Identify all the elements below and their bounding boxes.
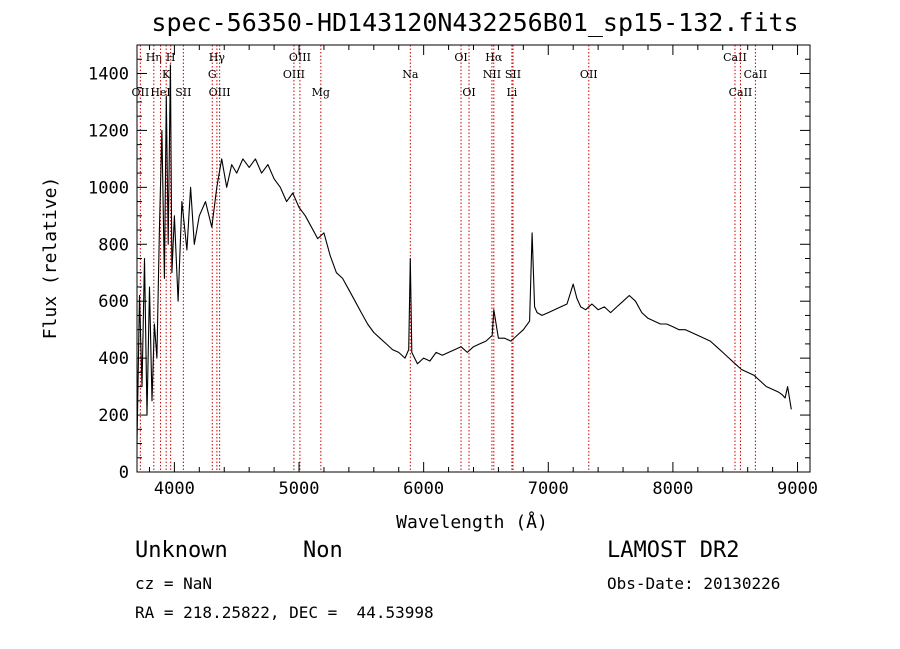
line-markers: OII Hη HeI KH SII G Hγ OIII OIII OIII Mg Na OI OI Hα NI… — [132, 45, 768, 472]
plot-frame — [136, 44, 811, 473]
object-subclass: Non — [303, 538, 343, 563]
y-tick-label-0: 0 — [119, 463, 129, 483]
line-marker-label-20: CaII — [723, 51, 747, 64]
y-axis-label: Flux (relative) — [40, 177, 61, 340]
x-tick-label-6000: 6000 — [403, 479, 444, 499]
x-tick-label-5000: 5000 — [279, 479, 320, 499]
line-marker-label-6: G — [208, 68, 217, 81]
y-tick-label-1200: 1200 — [88, 121, 129, 141]
y-tick-label-1400: 1400 — [88, 64, 129, 84]
line-marker-label-22: CaII — [744, 68, 768, 81]
y-tick-label-1000: 1000 — [88, 178, 129, 198]
line-marker-label-14: OI — [462, 86, 475, 99]
line-marker-label-13: OI — [454, 51, 467, 64]
spectrum-layer — [136, 64, 792, 444]
line-marker-label-8: OIII — [209, 86, 231, 99]
y-tick-label-600: 600 — [98, 292, 129, 312]
x-axis: 4000 5000 6000 7000 8000 9000 — [148, 45, 818, 499]
line-marker-label-16: NII — [483, 68, 501, 81]
survey-name: LAMOST DR2 — [607, 538, 740, 563]
line-marker-label-12: Na — [402, 68, 419, 81]
spectrum-line — [136, 64, 792, 444]
line-marker-label-1: Hη — [146, 51, 162, 64]
line-marker-label-5: SII — [175, 86, 191, 99]
x-axis-label: Wavelength (Å) — [396, 511, 548, 533]
line-marker-label-0: OII — [132, 86, 150, 99]
x-tick-label-9000: 9000 — [777, 479, 818, 499]
line-marker-label-15: Hα — [485, 51, 503, 64]
y-tick-label-200: 200 — [98, 406, 129, 426]
redshift-cz: cz = NaN — [135, 574, 213, 593]
y-tick-label-400: 400 — [98, 349, 129, 369]
y-axis: 0 200 400 600 800 1000 1200 1400 — [88, 44, 810, 483]
spectrum-plot: OII Hη HeI KH SII G Hγ OIII OIII OIII Mg Na OI OI Hα NI… — [40, 44, 818, 533]
line-marker-label-2: HeI — [150, 86, 170, 99]
x-tick-label-4000: 4000 — [154, 479, 195, 499]
line-marker-label-11: Mg — [312, 86, 330, 99]
line-marker-label-17: SII — [505, 68, 521, 81]
line-marker-label-18: Li — [506, 86, 517, 99]
y-tick-label-800: 800 — [98, 235, 129, 255]
obs-date: Obs-Date: 20130226 — [607, 574, 781, 593]
object-class: Unknown — [135, 538, 228, 563]
line-marker-label-19: OII — [580, 68, 598, 81]
line-marker-label-4: H — [166, 51, 176, 64]
x-tick-label-7000: 7000 — [528, 479, 569, 499]
line-marker-label-21: CaII — [729, 86, 753, 99]
ra-dec: RA = 218.25822, DEC = 44.53998 — [135, 603, 434, 622]
line-marker-label-10: OIII — [289, 51, 311, 64]
x-tick-label-8000: 8000 — [652, 479, 693, 499]
chart-title: spec-56350-HD143120N432256B01_sp15-132.f… — [151, 8, 799, 37]
line-marker-label-7: Hγ — [209, 51, 226, 64]
line-marker-label-3: K — [162, 68, 171, 81]
line-marker-label-9: OIII — [283, 68, 305, 81]
